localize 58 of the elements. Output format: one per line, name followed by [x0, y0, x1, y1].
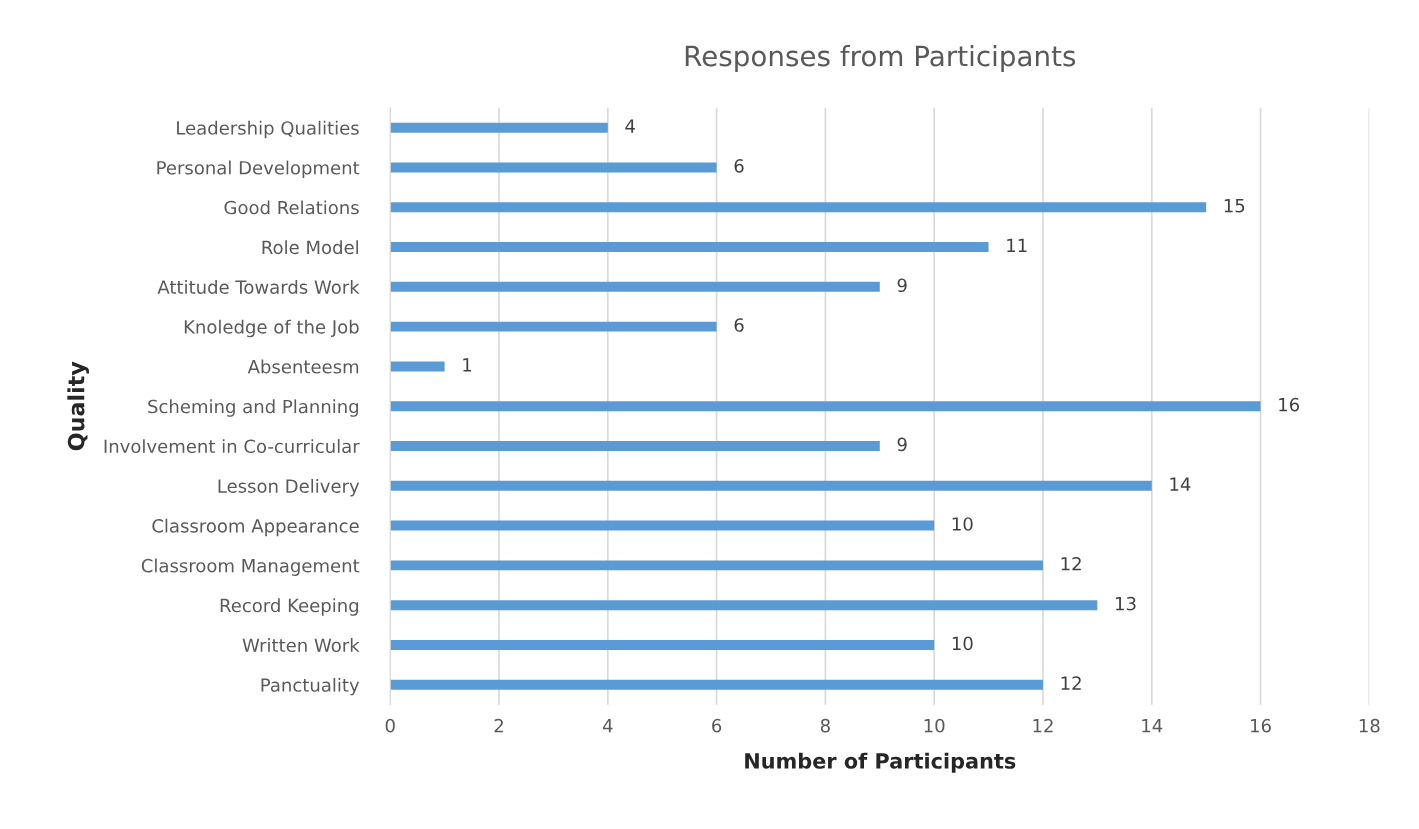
y-tick-label: Classroom Management [141, 558, 360, 576]
y-tick-label: Panctuality [261, 677, 360, 696]
x-tick-label: 8 [820, 718, 830, 733]
y-tick-label: Classroom Appearance [152, 518, 359, 537]
bar [390, 242, 989, 253]
bar [390, 401, 1261, 412]
bar [390, 639, 935, 650]
x-tick-label: 4 [602, 719, 613, 733]
data-label: 6 [734, 318, 744, 332]
data-label: 11 [1007, 238, 1027, 253]
y-tick-label: Attitude Towards Work [157, 279, 360, 294]
x-tick-label: 6 [712, 718, 722, 733]
x-tick-label: 0 [385, 718, 395, 733]
bar [390, 281, 880, 292]
bar [390, 480, 1152, 491]
bar [390, 321, 717, 332]
data-label: 15 [1224, 199, 1245, 213]
y-tick-label: Record Keeping [220, 598, 359, 616]
data-label: 16 [1279, 397, 1300, 412]
x-tick-label: 18 [1359, 718, 1380, 733]
bar [390, 202, 1207, 213]
y-tick-label: Written Work [242, 638, 360, 653]
x-tick-label: 2 [494, 718, 503, 733]
x-tick-label: 14 [1142, 719, 1163, 733]
x-axis-title: Number of Participants [745, 752, 1016, 773]
y-tick-label: Leadership Qualities [177, 120, 359, 139]
bar [390, 679, 1043, 690]
bar [390, 361, 445, 372]
chart-title: Responses from Participants [685, 45, 1076, 72]
y-tick-label: Scheming and Planning [148, 399, 359, 417]
y-tick-label: Absenteesm [247, 359, 359, 374]
data-label: 9 [897, 278, 907, 293]
bar [390, 520, 935, 531]
bar [390, 441, 880, 451]
y-tick-label: Lesson Delivery [218, 478, 360, 497]
y-tick-label: Good Relations [224, 200, 359, 215]
data-label: 9 [897, 437, 907, 452]
data-label: 10 [952, 636, 973, 651]
y-axis-title: Quality [67, 361, 90, 451]
data-label: 10 [952, 517, 973, 531]
data-label: 12 [1061, 556, 1081, 571]
x-tick-label: 10 [924, 718, 945, 733]
data-label: 13 [1116, 596, 1136, 611]
x-tick-label: 12 [1033, 718, 1053, 733]
bar [390, 560, 1043, 571]
data-label: 1 [463, 358, 472, 372]
data-label: 6 [734, 159, 744, 173]
y-tick-label: Personal Development [157, 160, 360, 179]
bar [390, 600, 1098, 611]
y-tick-label: Role Model [262, 240, 358, 255]
y-tick-label: Involvement in Co-curricular [104, 439, 360, 454]
data-label: 4 [625, 119, 635, 133]
bar [390, 122, 608, 133]
x-tick-label: 16 [1251, 718, 1271, 733]
data-label: 12 [1061, 676, 1081, 690]
y-tick-label: Knoledge of the Job [184, 319, 359, 338]
bar [390, 162, 717, 173]
data-label: 14 [1170, 477, 1191, 491]
